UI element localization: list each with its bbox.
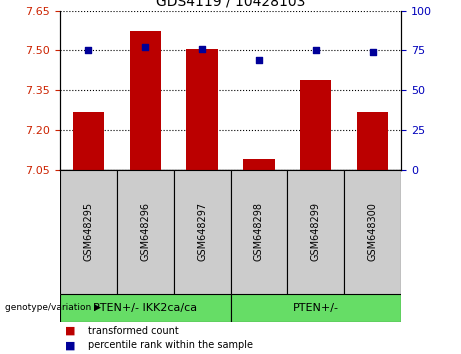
Text: GSM648296: GSM648296 [140,202,150,261]
Bar [287,170,344,294]
Bar [344,170,401,294]
Point [369,49,376,55]
Bar [300,80,331,170]
Point [142,45,149,50]
Bar [60,294,230,322]
Bar [357,112,388,170]
Bar [174,170,230,294]
Text: GSM648298: GSM648298 [254,202,264,261]
Text: PTEN+/- IKK2ca/ca: PTEN+/- IKK2ca/ca [93,303,197,313]
Bar [230,294,401,322]
Bar [117,170,174,294]
Text: ■: ■ [65,326,75,336]
Point [85,47,92,53]
Bar [73,112,104,170]
Text: genotype/variation ▶: genotype/variation ▶ [5,303,100,313]
Bar [130,30,161,170]
Text: ■: ■ [65,340,75,350]
Title: GDS4119 / 10428103: GDS4119 / 10428103 [156,0,305,8]
Bar [186,49,218,170]
Point [198,46,206,52]
Bar [243,159,275,170]
Point [312,47,319,53]
Text: percentile rank within the sample: percentile rank within the sample [88,340,253,350]
Text: PTEN+/-: PTEN+/- [293,303,339,313]
Text: GSM648300: GSM648300 [367,202,378,261]
Text: GSM648297: GSM648297 [197,202,207,262]
Bar [60,170,117,294]
Bar [230,170,287,294]
Text: GSM648299: GSM648299 [311,202,321,261]
Point [255,57,263,63]
Text: transformed count: transformed count [88,326,178,336]
Text: GSM648295: GSM648295 [83,202,94,262]
